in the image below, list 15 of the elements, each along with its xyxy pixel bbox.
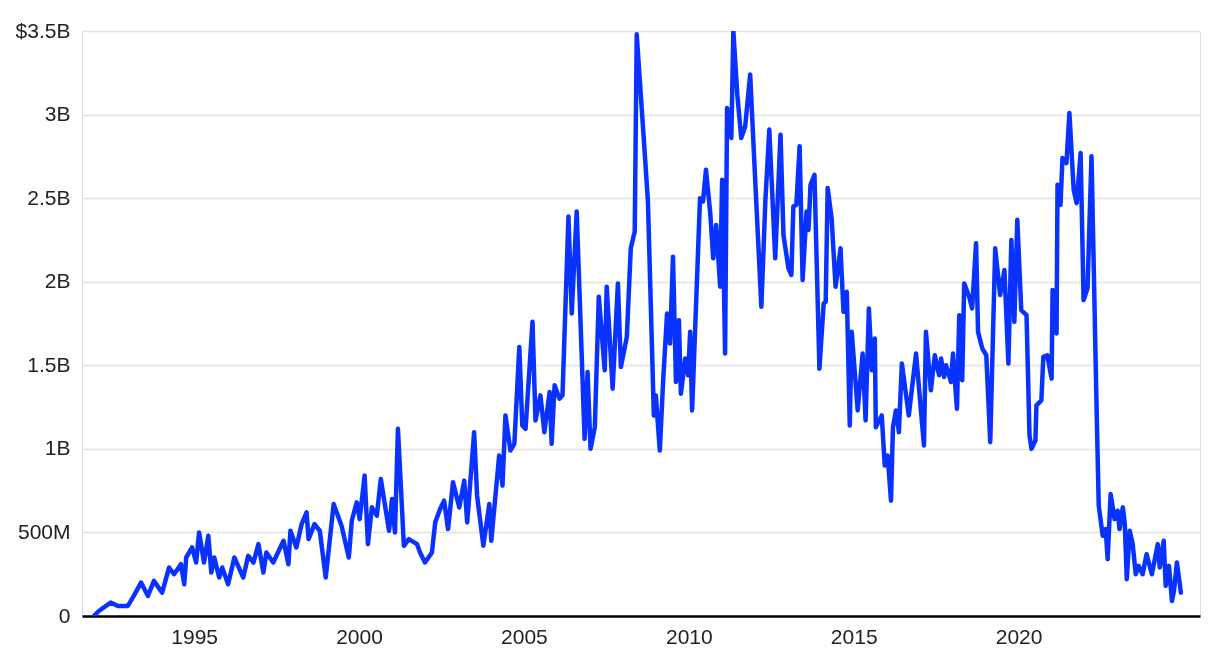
x-tick-label: 2000 — [336, 624, 383, 648]
x-tick-label: 2010 — [665, 624, 713, 648]
y-tick-label: 1B — [44, 436, 71, 460]
x-tick-label: 1995 — [171, 624, 218, 648]
x-tick-label: 2020 — [995, 624, 1043, 648]
y-tick-label: 2B — [44, 269, 71, 293]
line-series — [91, 31, 1184, 616]
x-tick-label: 2005 — [501, 624, 548, 648]
y-tick-label: 3B — [44, 102, 71, 126]
y-tick-label: 1.5B — [27, 352, 71, 376]
x-tick-label: 2015 — [830, 624, 878, 648]
y-tick-label: 0 — [58, 603, 71, 627]
y-tick-label: 2.5B — [27, 185, 71, 209]
y-tick-label: $3.5B — [15, 18, 71, 42]
y-tick-label: 500M — [17, 519, 71, 543]
